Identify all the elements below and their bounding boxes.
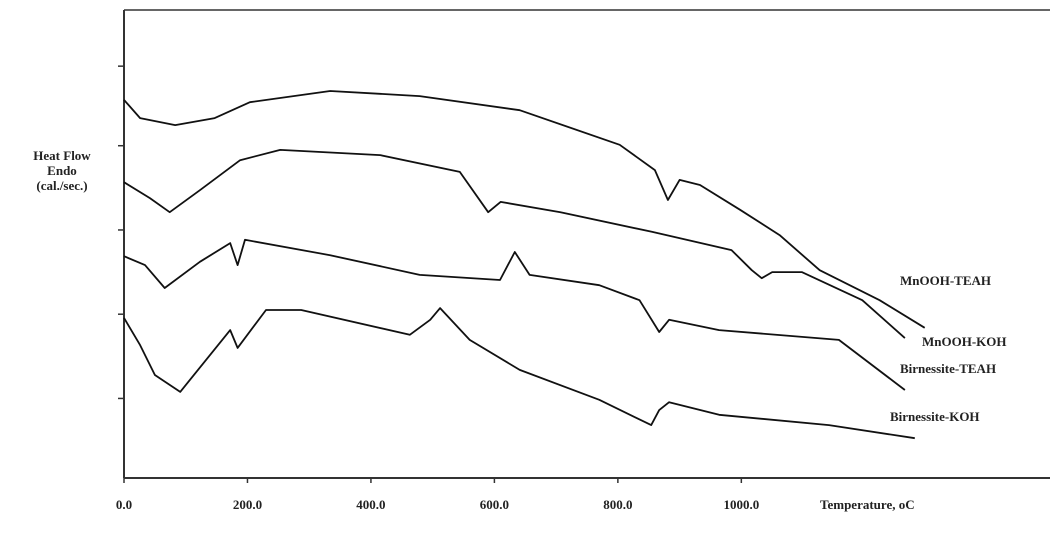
x-tick-label: 200.0 xyxy=(233,497,262,512)
x-tick-label: 1000.0 xyxy=(723,497,759,512)
series-line xyxy=(123,90,926,329)
x-axis-label: Temperature, oC xyxy=(820,497,915,512)
y-axis-label: (cal./sec.) xyxy=(36,178,87,193)
x-tick-label: 0.0 xyxy=(116,497,132,512)
x-tick-label: 800.0 xyxy=(603,497,632,512)
x-tick-label: 600.0 xyxy=(480,497,509,512)
series-line xyxy=(123,149,906,339)
legend-label: Birnessite-TEAH xyxy=(900,361,996,376)
series-line xyxy=(123,307,915,440)
x-tick-label: 400.0 xyxy=(356,497,385,512)
y-axis-label: Endo xyxy=(47,163,77,178)
legend-label: MnOOH-KOH xyxy=(922,334,1007,349)
y-axis-label: Heat Flow xyxy=(33,148,91,163)
legend-label: Birnessite-KOH xyxy=(890,409,980,424)
series-line xyxy=(123,238,906,391)
legend-label: MnOOH-TEAH xyxy=(900,273,991,288)
